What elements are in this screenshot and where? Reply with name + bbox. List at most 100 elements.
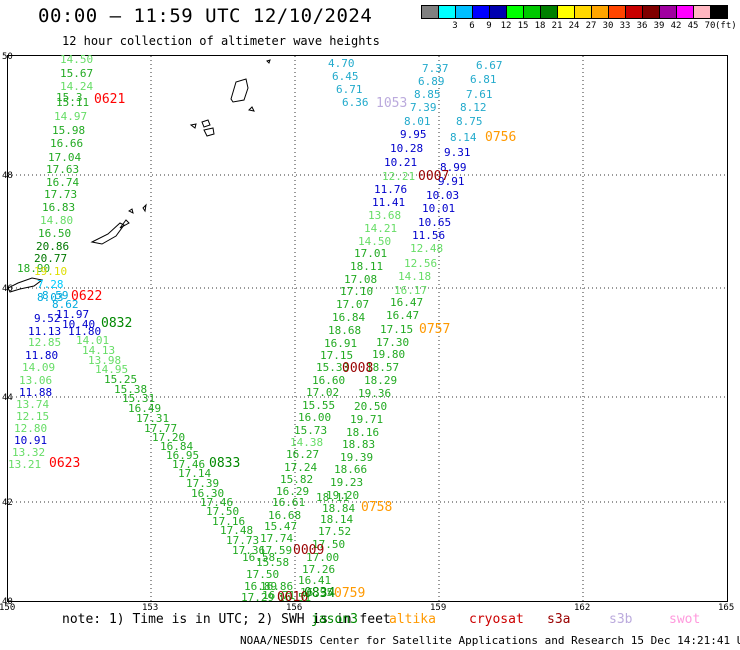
wave-height-label: 12.21: [382, 170, 416, 183]
wave-height-label: 16.66: [50, 137, 84, 150]
wave-height-label: 17.63: [46, 163, 80, 176]
wave-height-label: 17.30: [376, 336, 410, 349]
pass-time-label: 1053: [376, 96, 408, 111]
wave-height-label: 11.13: [28, 325, 62, 338]
wave-height-label: 17.74: [260, 532, 294, 545]
wave-height-label: 17.16: [212, 515, 246, 528]
wave-height-label: 18.57: [366, 361, 400, 374]
wave-height-label: 16.30: [191, 487, 225, 500]
satellite-legend-item: altika: [389, 612, 436, 627]
scale-tick-label: 36: [636, 21, 648, 31]
pass-time-label: 0759: [334, 586, 366, 601]
wave-height-label: 6.71: [336, 83, 363, 96]
wave-height-label: 8.85: [414, 88, 441, 101]
wave-height-label: 16.91: [324, 337, 358, 350]
scale-swatch: [557, 5, 575, 19]
wave-height-label: 20.50: [354, 400, 388, 413]
wave-height-label: 16.83: [42, 201, 76, 214]
pass-time-label: 0622: [71, 289, 103, 304]
wave-height-label: 16.50: [38, 227, 72, 240]
wave-height-label: 14.80: [40, 214, 74, 227]
pass-time-label: 0833: [209, 456, 241, 471]
wave-height-label: 20.77: [34, 252, 68, 265]
page-subtitle: 12 hour collection of altimeter wave hei…: [62, 34, 380, 48]
wave-height-label: 15.33: [316, 361, 350, 374]
wave-height-label: 17.36: [232, 544, 266, 557]
wave-height-label: 19.23: [330, 476, 364, 489]
color-scale-legend: [421, 5, 728, 19]
wave-height-label: 11.76: [374, 183, 408, 196]
wave-height-label: 17.14: [178, 467, 212, 480]
color-scale-labels: 3 6 9 12 15 18 21 24 27 30 33 36 39 42 45 70: [421, 21, 731, 33]
scale-swatch: [608, 5, 626, 19]
scale-swatch: [472, 5, 490, 19]
wave-height-label: 17.10: [340, 285, 374, 298]
scale-swatch: [710, 5, 728, 19]
wave-height-label: 17.39: [186, 477, 220, 490]
wave-height-label: 13.06: [19, 374, 53, 387]
wave-height-label: 16.51: [278, 591, 312, 604]
scale-tick-label: 12: [500, 21, 512, 31]
footer-credit: NOAA/NESDIS Center for Satellite Applica…: [240, 634, 740, 647]
wave-height-label: 16.84: [332, 311, 366, 324]
wave-height-label: 17.04: [48, 151, 82, 164]
wave-height-label: 10.65: [418, 216, 452, 229]
wave-height-label: 8.12: [460, 101, 487, 114]
wave-height-label: 9.52: [34, 312, 61, 325]
scale-swatch: [625, 5, 643, 19]
scale-swatch: [574, 5, 592, 19]
wave-height-label: 18.68: [328, 324, 362, 337]
wave-height-label: 11.88: [19, 386, 53, 399]
scale-swatch: [642, 5, 660, 19]
wave-height-label: 13.32: [12, 446, 46, 459]
scale-tick-label: 27: [585, 21, 597, 31]
wave-height-label: 7.39: [410, 101, 437, 114]
wave-height-label: 19.80: [372, 348, 406, 361]
wave-height-label: 14.50: [358, 235, 392, 248]
wave-height-label: 15.47: [264, 520, 298, 533]
scale-swatch: [455, 5, 473, 19]
wave-height-label: 8.03: [37, 291, 64, 304]
wave-height-label: 17.24: [284, 461, 318, 474]
wave-height-label: 4.70: [328, 57, 355, 70]
wave-height-label: 15.38: [114, 383, 148, 396]
wave-height-label: 14.38: [290, 436, 324, 449]
scale-tick-label: 15: [517, 21, 529, 31]
satellite-legend-item: s3b: [609, 612, 633, 627]
wave-height-label: 6.89: [418, 75, 445, 88]
wave-height-label: 17.15: [320, 349, 354, 362]
scale-swatch: [693, 5, 711, 19]
wave-height-label: 13.68: [368, 209, 402, 222]
wave-height-label: 12.80: [14, 422, 48, 435]
wave-height-label: 18.84: [322, 502, 356, 515]
wave-height-label: 17.50: [312, 538, 346, 551]
scale-swatch: [438, 5, 456, 19]
wave-height-label: 7.37: [422, 62, 449, 75]
longitude-tick-label: 150: [0, 603, 16, 613]
wave-height-label: 19.39: [340, 451, 374, 464]
wave-height-label: 19.71: [350, 413, 384, 426]
satellite-legend-item: s3a: [547, 612, 571, 627]
scale-swatch: [506, 5, 524, 19]
latitude-tick-label: 40: [2, 597, 13, 607]
wave-height-label: 17.26: [302, 563, 336, 576]
satellite-legend-item: cryosat: [469, 612, 524, 627]
wave-height-label: 14.01: [76, 334, 110, 347]
satellite-legend-item: jason3: [311, 612, 358, 627]
wave-height-label: 16.84: [160, 440, 194, 453]
scale-tick-label: 24: [568, 21, 580, 31]
longitude-tick-label: 165: [718, 603, 735, 613]
pass-time-label: 0834: [304, 586, 336, 601]
wave-height-label: 10.21: [384, 156, 418, 169]
scale-tick-label: 18: [534, 21, 546, 31]
wave-height-label: 16.61: [272, 496, 306, 509]
scale-tick-label: 3: [452, 21, 458, 31]
wave-height-label: 16.29: [276, 485, 310, 498]
map-frame: 14.50 15.67 14.24 15.3 15.11 14.97 15.98 16.66 1…: [7, 54, 728, 604]
wave-height-label: 16.41: [298, 574, 332, 587]
wave-height-label: 19.20: [326, 489, 360, 502]
scale-swatch: [591, 5, 609, 19]
wave-height-label: 8.75: [456, 115, 483, 128]
wave-height-label: 10.01: [422, 202, 456, 215]
latitude-tick-label: 44: [2, 393, 13, 403]
